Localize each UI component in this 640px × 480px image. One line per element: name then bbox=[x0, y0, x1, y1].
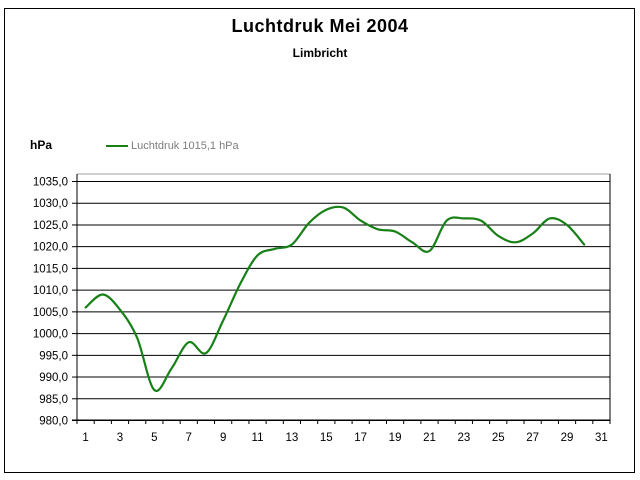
y-axis-tick-label: 1020,0 bbox=[33, 242, 68, 254]
y-axis-tick-label: 1010,0 bbox=[33, 285, 68, 297]
x-axis-tick-label: 29 bbox=[561, 432, 574, 444]
y-axis-tick-label: 1015,0 bbox=[33, 263, 68, 275]
x-axis-tick-label: 21 bbox=[423, 432, 436, 444]
chart-title: Luchtdruk Mei 2004 bbox=[231, 16, 409, 36]
x-axis-tick-label: 11 bbox=[252, 432, 264, 444]
x-axis-tick-label: 13 bbox=[286, 432, 299, 444]
x-axis-tick-label: 25 bbox=[492, 432, 505, 444]
x-axis-tick-label: 15 bbox=[320, 432, 333, 444]
x-axis-tick-label: 7 bbox=[186, 432, 192, 444]
y-axis-tick-label: 985,0 bbox=[39, 394, 68, 406]
chart-border bbox=[4, 8, 635, 473]
x-axis-tick-label: 1 bbox=[82, 432, 88, 444]
y-axis-tick-label: 1025,0 bbox=[33, 220, 68, 232]
x-axis-tick-label: 31 bbox=[595, 432, 608, 444]
chart-subtitle: Limbricht bbox=[292, 46, 348, 60]
legend-label: Luchtdruk 1015,1 hPa bbox=[131, 140, 239, 152]
legend: Luchtdruk 1015,1 hPa bbox=[106, 140, 239, 152]
x-axis-tick-label: 17 bbox=[354, 432, 367, 444]
legend-line-swatch bbox=[106, 145, 128, 147]
y-axis-tick-label: 1035,0 bbox=[33, 177, 68, 189]
y-axis-tick-label: 990,0 bbox=[39, 372, 68, 384]
x-axis-tick-label: 9 bbox=[220, 432, 226, 444]
x-axis-tick-label: 5 bbox=[151, 432, 157, 444]
y-axis-unit-label: hPa bbox=[30, 138, 53, 152]
y-axis-tick-label: 1000,0 bbox=[33, 329, 68, 341]
pressure-line-series bbox=[84, 205, 586, 393]
x-axis-tick-label: 23 bbox=[457, 432, 470, 444]
y-axis-tick-label: 1030,0 bbox=[33, 198, 68, 210]
x-axis-tick-label: 3 bbox=[117, 432, 123, 444]
y-axis-tick-label: 980,0 bbox=[39, 416, 68, 428]
y-axis-tick-label: 1005,0 bbox=[33, 307, 68, 319]
y-axis-tick-label: 995,0 bbox=[39, 350, 68, 362]
x-axis-tick-label: 19 bbox=[389, 432, 402, 444]
x-axis-tick-label: 27 bbox=[526, 432, 539, 444]
